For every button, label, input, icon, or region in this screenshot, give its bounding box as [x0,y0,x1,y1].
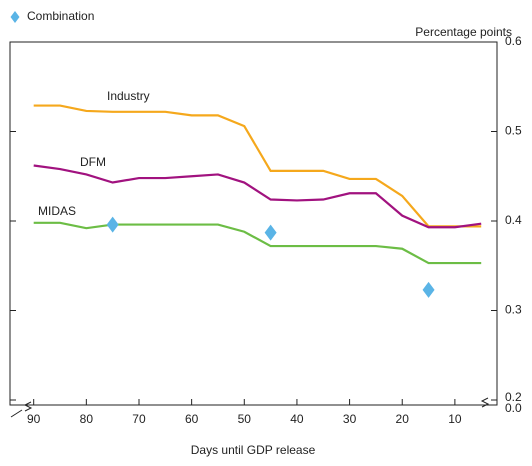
y-unit-label: Percentage points [415,25,512,39]
plot-frame [9,41,498,406]
x-tick-label: 70 [132,412,146,426]
y-tick-label: 0.3 [505,303,522,317]
series-label: MIDAS [38,204,76,218]
x-tick-label: 30 [343,412,357,426]
y-tick-label: 0.5 [505,124,522,138]
legend-label: Combination [27,9,94,23]
y-tick-label: 0.4 [505,213,522,227]
axis-break [10,409,23,418]
x-tick-label: 90 [27,412,41,426]
x-tick-label: 20 [396,412,410,426]
combination-point [264,224,277,241]
y-tick-label: 0.6 [505,34,522,48]
series-label: DFM [80,155,106,169]
series-line [33,221,482,265]
series-line [33,104,482,228]
series-label: Industry [107,89,150,103]
x-tick-label: 60 [185,412,199,426]
combination-point [422,281,435,298]
series-line [33,164,482,229]
x-tick-label: 50 [238,412,252,426]
x-tick-label: 40 [290,412,304,426]
axis-break [480,397,490,408]
combination-point [106,216,119,233]
axis-break-label: 0.0 [505,401,522,415]
y-tick-label: 0.2 [505,390,522,404]
legend-marker [10,11,20,23]
axis-break [23,401,33,412]
x-tick-label: 10 [448,412,462,426]
x-tick-label: 80 [80,412,94,426]
x-axis-label: Days until GDP release [191,443,316,457]
